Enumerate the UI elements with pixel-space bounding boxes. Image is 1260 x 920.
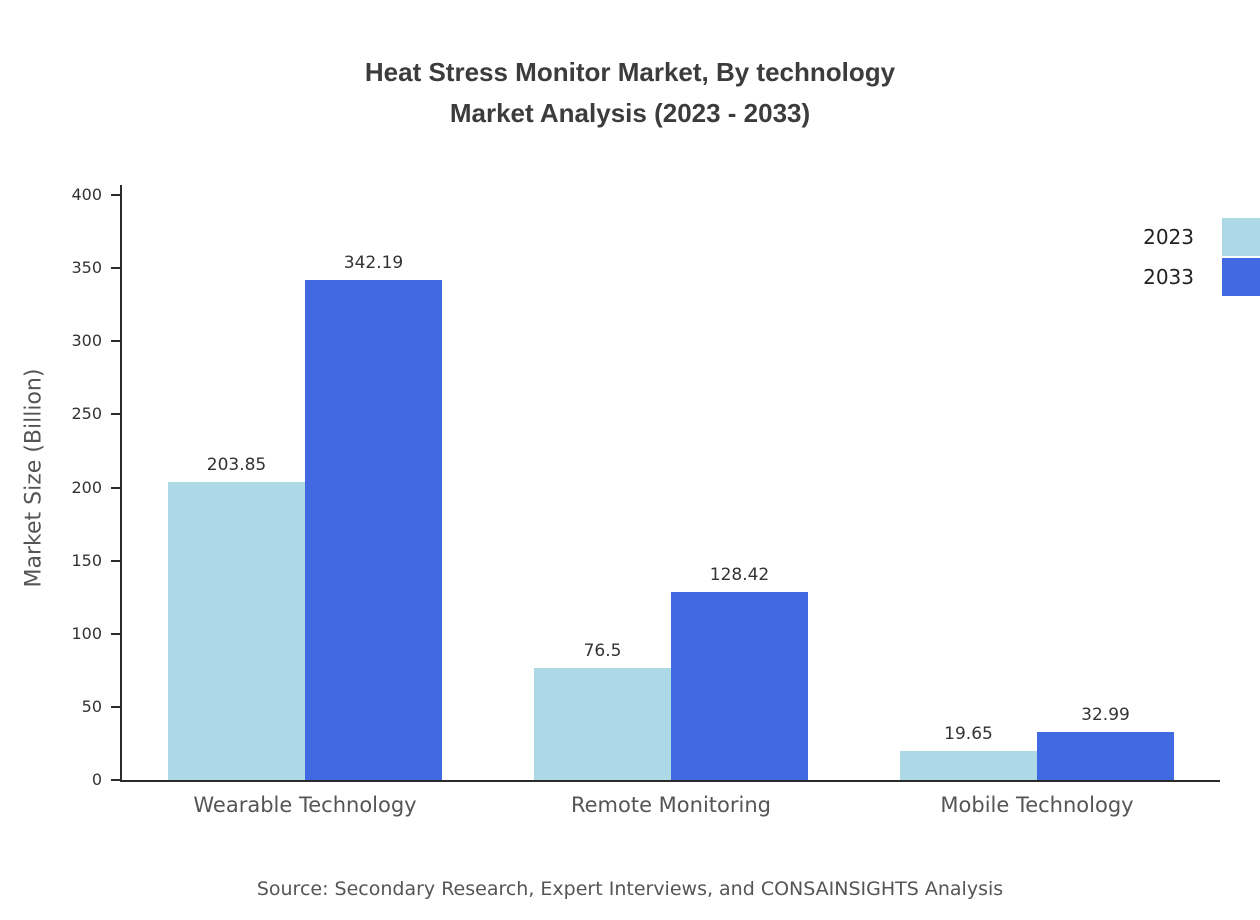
- bar-group: 19.65 32.99 Mobile Technology: [854, 185, 1220, 817]
- y-tick-mark: [111, 340, 120, 343]
- bar-2023: 19.65: [900, 724, 1037, 780]
- y-tick-label: 0: [91, 770, 102, 789]
- x-category-label: Remote Monitoring: [570, 793, 771, 817]
- legend-swatch: [1222, 258, 1260, 296]
- x-category-label: Mobile Technology: [940, 793, 1134, 817]
- y-tick-label: 250: [71, 404, 102, 424]
- y-tick-mark: [111, 267, 120, 270]
- y-tick-mark: [111, 705, 120, 708]
- bar-2033: 32.99: [1037, 705, 1174, 780]
- bar-2023: 203.85: [168, 455, 305, 780]
- y-tick-label: 300: [71, 331, 102, 351]
- bar-2033: 342.19: [305, 253, 442, 780]
- bar-value-label: 32.99: [1081, 704, 1130, 725]
- bar-value-label: 128.42: [709, 565, 770, 586]
- legend: 2023 2033: [1143, 218, 1260, 296]
- y-tick-mark: [111, 632, 120, 635]
- chart-title-line2: Market Analysis (2023 - 2033): [449, 98, 811, 128]
- bar-value-label: 342.19: [343, 252, 404, 273]
- x-category-label: Wearable Technology: [193, 793, 417, 817]
- bar-group: 203.85 342.19 Wearable Technology: [122, 185, 488, 817]
- y-tick-mark: [111, 779, 120, 781]
- chart-title-line1: Heat Stress Monitor Market, By technolog…: [364, 57, 896, 87]
- bar-2023: 76.5: [534, 641, 671, 780]
- y-tick-mark: [111, 559, 120, 562]
- y-tick-label: 400: [71, 185, 102, 204]
- source-text: Source: Secondary Research, Expert Inter…: [256, 878, 1004, 900]
- y-tick-label: 100: [71, 623, 102, 643]
- chart-area: 0 50 100 150 200 250 300 350 400 203.85 342.19 Wea…: [71, 185, 1220, 817]
- y-axis-label: Market Size (Billion): [21, 368, 47, 588]
- bar-group: 76.5 128.42 Remote Monitoring: [488, 185, 854, 817]
- bar-2033: 128.42: [671, 565, 808, 780]
- bar-value-label: 76.5: [583, 641, 622, 662]
- y-tick-label: 200: [71, 477, 102, 497]
- legend-swatch: [1222, 218, 1260, 256]
- bar-value-label: 19.65: [944, 724, 993, 745]
- y-tick-mark: [111, 486, 120, 489]
- y-tick-label: 50: [81, 696, 102, 716]
- y-tick-label: 150: [71, 550, 102, 570]
- plot-area: 0 50 100 150 200 250 300 350 400 203.85 342.19 Wea…: [71, 185, 1220, 817]
- y-axis-ticks: 0 50 100 150 200 250 300 350 400: [71, 185, 1220, 789]
- y-tick-label: 350: [71, 258, 102, 278]
- chart-title: Heat Stress Monitor Market, By technolog…: [0, 52, 1260, 134]
- legend-label: 2033: [1143, 265, 1194, 289]
- bar-value-label: 203.85: [206, 454, 267, 475]
- legend-item: 2023: [1143, 218, 1260, 256]
- legend-item: 2033: [1143, 258, 1260, 296]
- bar-groups: 203.85 342.19 Wearable Technology 76.5 128.4…: [122, 185, 1220, 817]
- y-tick-mark: [111, 194, 120, 196]
- legend-label: 2023: [1143, 225, 1194, 249]
- y-tick-mark: [111, 413, 120, 416]
